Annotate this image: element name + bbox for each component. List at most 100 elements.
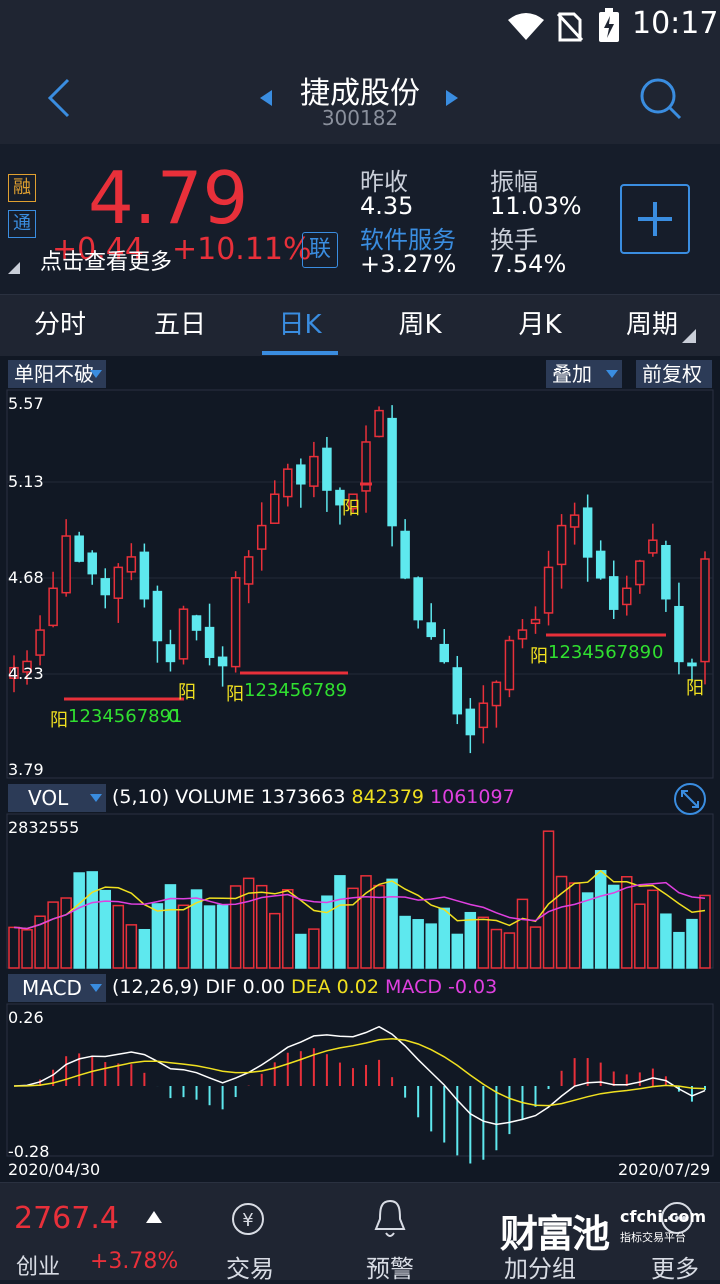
vol-select[interactable]: VOL bbox=[8, 784, 106, 812]
amplitude-value: 11.03% bbox=[490, 192, 582, 220]
stock-name: 捷成股份 bbox=[300, 76, 420, 111]
volume-bar bbox=[47, 901, 59, 969]
nav-add-group[interactable]: 加分组 bbox=[490, 1183, 590, 1283]
brand-logo: 财富池 bbox=[500, 1212, 610, 1256]
candle-body bbox=[126, 556, 137, 573]
sector-change: +3.27% bbox=[360, 250, 457, 278]
volume-bar bbox=[347, 887, 359, 969]
volume-bar bbox=[99, 889, 112, 969]
volume-bar bbox=[242, 877, 255, 969]
chart-canvas[interactable] bbox=[0, 356, 720, 1182]
overlay-select[interactable]: 叠加 bbox=[546, 360, 622, 388]
tab-five-day[interactable]: 五日 bbox=[153, 310, 206, 340]
more-hint[interactable]: 点击查看更多 bbox=[40, 250, 173, 275]
brand-site: cfchi.com bbox=[620, 1207, 707, 1226]
candle-body bbox=[348, 493, 358, 510]
volume-bar bbox=[594, 870, 607, 969]
yang-count: 123456789 bbox=[244, 680, 348, 701]
nav-alert[interactable]: 预警 bbox=[340, 1183, 440, 1283]
volume-bar bbox=[464, 911, 477, 969]
dea-line bbox=[13, 1037, 706, 1107]
nav-more[interactable]: 更多 bbox=[630, 1183, 720, 1283]
macd-label: MACD bbox=[385, 976, 442, 998]
index-change: +3.78% bbox=[90, 1249, 179, 1274]
yang-marker: 阳 bbox=[50, 710, 68, 731]
candle-body bbox=[139, 551, 150, 600]
quote-panel[interactable]: 融 通 4.79 +0.44 +10.11% 点击查看更多 联 昨收 4.35 … bbox=[0, 144, 720, 294]
volume-bar bbox=[438, 907, 450, 969]
next-stock-icon[interactable] bbox=[444, 88, 460, 108]
macd-legend: (12,26,9) DIF 0.00 DEA 0.02 MACD -0.03 bbox=[112, 976, 497, 998]
candle-body bbox=[322, 447, 332, 491]
volume-bar bbox=[425, 923, 437, 969]
chevron-down-icon bbox=[90, 370, 102, 378]
linked-button[interactable]: 联 bbox=[302, 232, 338, 268]
volume-bar bbox=[607, 884, 620, 969]
no-sim-icon bbox=[556, 12, 584, 42]
candle-body bbox=[413, 577, 423, 621]
vol-frame bbox=[6, 813, 714, 969]
price-tick-2: 5.13 bbox=[8, 472, 44, 491]
volume-bar bbox=[125, 924, 138, 969]
volume-bar bbox=[529, 926, 542, 969]
volume-bar bbox=[373, 884, 385, 969]
indicator-select[interactable]: 单阳不破 bbox=[8, 360, 106, 388]
candle-body bbox=[608, 576, 619, 610]
yang-marker: 阳 bbox=[178, 682, 196, 703]
tab-daily-k[interactable]: 日K bbox=[278, 310, 322, 340]
bell-icon bbox=[374, 1199, 406, 1237]
yang-count-end: 0 bbox=[652, 642, 664, 663]
price: 4.79 bbox=[88, 156, 249, 240]
volume-bar bbox=[555, 875, 568, 969]
volume-bar bbox=[503, 932, 516, 969]
volume-bar bbox=[295, 933, 307, 969]
tab-monthly-k[interactable]: 月K bbox=[518, 310, 562, 340]
dif-label: DIF bbox=[205, 976, 237, 998]
search-icon[interactable] bbox=[638, 76, 682, 120]
turnover-label: 换手 bbox=[490, 226, 538, 254]
expand-icon[interactable] bbox=[672, 782, 708, 816]
back-icon[interactable] bbox=[44, 76, 74, 120]
stock-code: 300182 bbox=[321, 106, 399, 130]
candle-body bbox=[517, 629, 528, 640]
index-name: 创业 bbox=[16, 1255, 61, 1280]
volume-bar bbox=[60, 897, 72, 969]
svg-text:¥: ¥ bbox=[242, 1210, 253, 1231]
nav-more-label: 更多 bbox=[651, 1255, 699, 1283]
volume-bar bbox=[229, 885, 242, 969]
volume-bar bbox=[451, 933, 464, 969]
adjust-button[interactable]: 前复权 bbox=[636, 360, 712, 388]
yang-marker: 阳 bbox=[530, 646, 548, 667]
tab-weekly-k[interactable]: 周K bbox=[398, 310, 442, 340]
prev-stock-icon[interactable] bbox=[258, 88, 274, 108]
price-tick-top: 5.57 bbox=[8, 394, 44, 413]
vol-ma5-line bbox=[13, 869, 706, 930]
overlay-label: 叠加 bbox=[552, 362, 592, 386]
index-ticker[interactable]: 2767.4 创业 +3.78% bbox=[0, 1183, 200, 1281]
add-watchlist-button[interactable] bbox=[620, 184, 690, 254]
macd-select[interactable]: MACD bbox=[8, 974, 106, 1002]
nav-trade[interactable]: ¥ 交易 bbox=[200, 1183, 300, 1283]
price-change: +0.44 bbox=[52, 232, 144, 267]
dif-value: 0.00 bbox=[242, 976, 285, 998]
volume-bar bbox=[308, 928, 320, 969]
volume-bar bbox=[621, 876, 633, 969]
candle-body bbox=[191, 615, 202, 631]
candle-body bbox=[387, 417, 397, 527]
dea-value: 0.02 bbox=[336, 976, 379, 998]
active-tab-indicator bbox=[262, 351, 338, 355]
tab-intraday[interactable]: 分时 bbox=[33, 310, 86, 340]
volume-bar bbox=[282, 888, 294, 969]
dea-label: DEA bbox=[290, 976, 331, 998]
sector-link[interactable]: 软件服务 bbox=[360, 226, 456, 254]
volume-bar bbox=[21, 929, 33, 969]
price-tick-3: 4.68 bbox=[8, 568, 44, 587]
bottom-bar: 2767.4 创业 +3.78% ¥ 交易 预警 加分组 更多 财富池 cfch… bbox=[0, 1182, 720, 1283]
candle-body bbox=[439, 643, 449, 663]
volume-bar bbox=[634, 903, 646, 969]
candle-body bbox=[335, 489, 345, 506]
vol-value: 1373663 bbox=[260, 786, 346, 808]
tab-period[interactable]: 周期 bbox=[625, 310, 678, 340]
volume-bar bbox=[269, 912, 281, 969]
vol-params: (5,10) bbox=[112, 786, 170, 808]
